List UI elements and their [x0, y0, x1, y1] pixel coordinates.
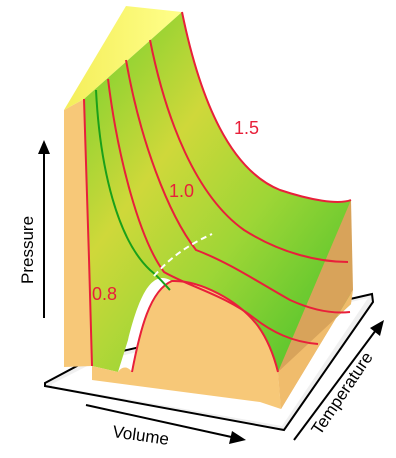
back-top-strip: [64, 6, 182, 110]
isotherms: [83, 11, 352, 373]
isotherm-label-0.8: 0.8: [92, 284, 117, 304]
left-side-face: [64, 99, 92, 367]
volume-label: Volume: [111, 422, 170, 449]
isotherm-a: [149, 39, 349, 263]
critical-isotherm: [95, 89, 171, 291]
dome-edge: [131, 279, 279, 373]
isotherm-label-1.0: 1.0: [169, 181, 194, 201]
front-dome-face: [92, 280, 281, 409]
right-side-face-light: [278, 290, 353, 409]
pressure-label: Pressure: [18, 216, 37, 284]
pressure-arrow: [38, 140, 50, 318]
isotherm-1.0: [125, 59, 351, 314]
isotherm-0.8: [83, 98, 93, 367]
isotherm-label-1.5: 1.5: [234, 118, 259, 138]
isotherm-1.5: [181, 11, 352, 203]
temperature-arrow: [293, 320, 384, 441]
pvt-surface: [84, 12, 351, 372]
volume-arrow: [85, 404, 246, 444]
coexistence-dashes: [153, 233, 213, 277]
